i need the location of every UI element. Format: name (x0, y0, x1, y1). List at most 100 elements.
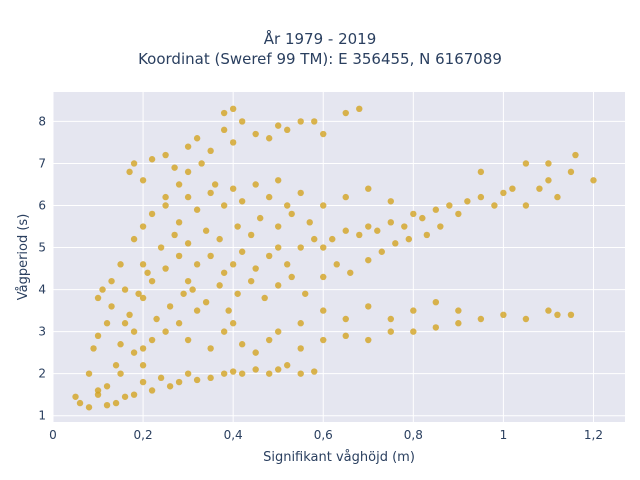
data-point (99, 286, 106, 293)
data-point (554, 193, 561, 201)
data-point (166, 383, 174, 390)
chart-title: År 1979 - 2019 (263, 30, 377, 48)
data-point (180, 290, 187, 297)
data-point (139, 223, 147, 230)
data-point (522, 202, 530, 209)
data-point (216, 282, 223, 289)
data-point (320, 202, 327, 209)
data-point (103, 320, 111, 327)
data-point (256, 214, 264, 222)
data-point (135, 290, 142, 297)
data-point (220, 328, 228, 335)
data-point (193, 376, 201, 384)
data-point (567, 311, 575, 319)
data-point (238, 118, 246, 125)
y-tick-label: 1 (38, 409, 46, 423)
data-point (401, 223, 408, 230)
data-point (297, 320, 304, 327)
data-point (491, 202, 498, 209)
data-point (207, 374, 214, 382)
data-point (284, 261, 291, 268)
data-point (252, 349, 259, 356)
data-point (207, 147, 214, 155)
data-point (410, 210, 417, 218)
data-point (265, 252, 273, 260)
data-point (432, 324, 440, 331)
data-point (306, 219, 313, 226)
data-point (184, 336, 192, 344)
data-point (297, 244, 304, 251)
data-point (139, 378, 147, 386)
data-point (139, 261, 147, 268)
data-point (536, 185, 543, 192)
data-point (333, 261, 340, 268)
data-point (229, 105, 237, 113)
data-point (320, 336, 327, 344)
data-point (297, 118, 304, 125)
data-point (274, 328, 282, 335)
x-tick-label: 0,6 (314, 428, 333, 442)
data-point (184, 240, 192, 247)
data-point (274, 282, 282, 289)
data-point (184, 193, 192, 201)
data-point (162, 265, 169, 272)
data-point (342, 227, 349, 234)
data-point (302, 290, 309, 297)
data-point (311, 235, 318, 243)
y-tick-label: 4 (38, 283, 46, 297)
data-point (162, 202, 169, 209)
data-point (157, 244, 165, 251)
data-point (423, 231, 431, 239)
data-point (410, 328, 417, 335)
data-point (130, 235, 138, 243)
data-point (446, 202, 453, 209)
data-point (261, 294, 268, 302)
data-point (265, 370, 273, 377)
y-axis-title: Vågperiod (s) (16, 214, 31, 301)
data-point (374, 227, 381, 234)
data-point (342, 109, 349, 117)
data-point (175, 378, 183, 386)
data-point (148, 156, 156, 163)
data-point (455, 307, 462, 314)
data-point (139, 345, 147, 352)
data-point (184, 168, 192, 176)
data-point (175, 219, 183, 226)
data-point (238, 341, 246, 348)
data-point (171, 164, 178, 171)
data-point (193, 261, 201, 268)
data-point (320, 130, 327, 138)
data-point (148, 336, 156, 344)
data-point (297, 189, 304, 197)
data-point (274, 177, 282, 184)
data-point (455, 320, 462, 327)
data-point (72, 393, 79, 400)
x-tick-label: 1,2 (584, 428, 603, 442)
data-point (545, 160, 552, 167)
data-point (225, 307, 232, 314)
data-point (477, 193, 485, 201)
data-point (130, 391, 138, 398)
data-point (238, 198, 246, 205)
data-point (387, 315, 394, 323)
data-point (274, 122, 282, 129)
data-point (184, 370, 192, 377)
data-point (184, 277, 192, 285)
data-point (477, 315, 485, 323)
data-point (554, 311, 561, 319)
data-point (126, 311, 133, 319)
data-point (477, 168, 485, 176)
data-point (220, 126, 228, 134)
data-point (419, 214, 426, 222)
data-point (265, 193, 273, 201)
data-point (162, 328, 169, 335)
y-tick-label: 5 (38, 241, 46, 255)
data-point (356, 231, 363, 239)
x-tick-label: 0 (49, 428, 57, 442)
data-point (464, 198, 471, 205)
data-point (284, 362, 291, 369)
data-point (112, 399, 120, 407)
data-point (274, 223, 282, 230)
data-point (432, 206, 440, 213)
data-point (320, 273, 327, 281)
